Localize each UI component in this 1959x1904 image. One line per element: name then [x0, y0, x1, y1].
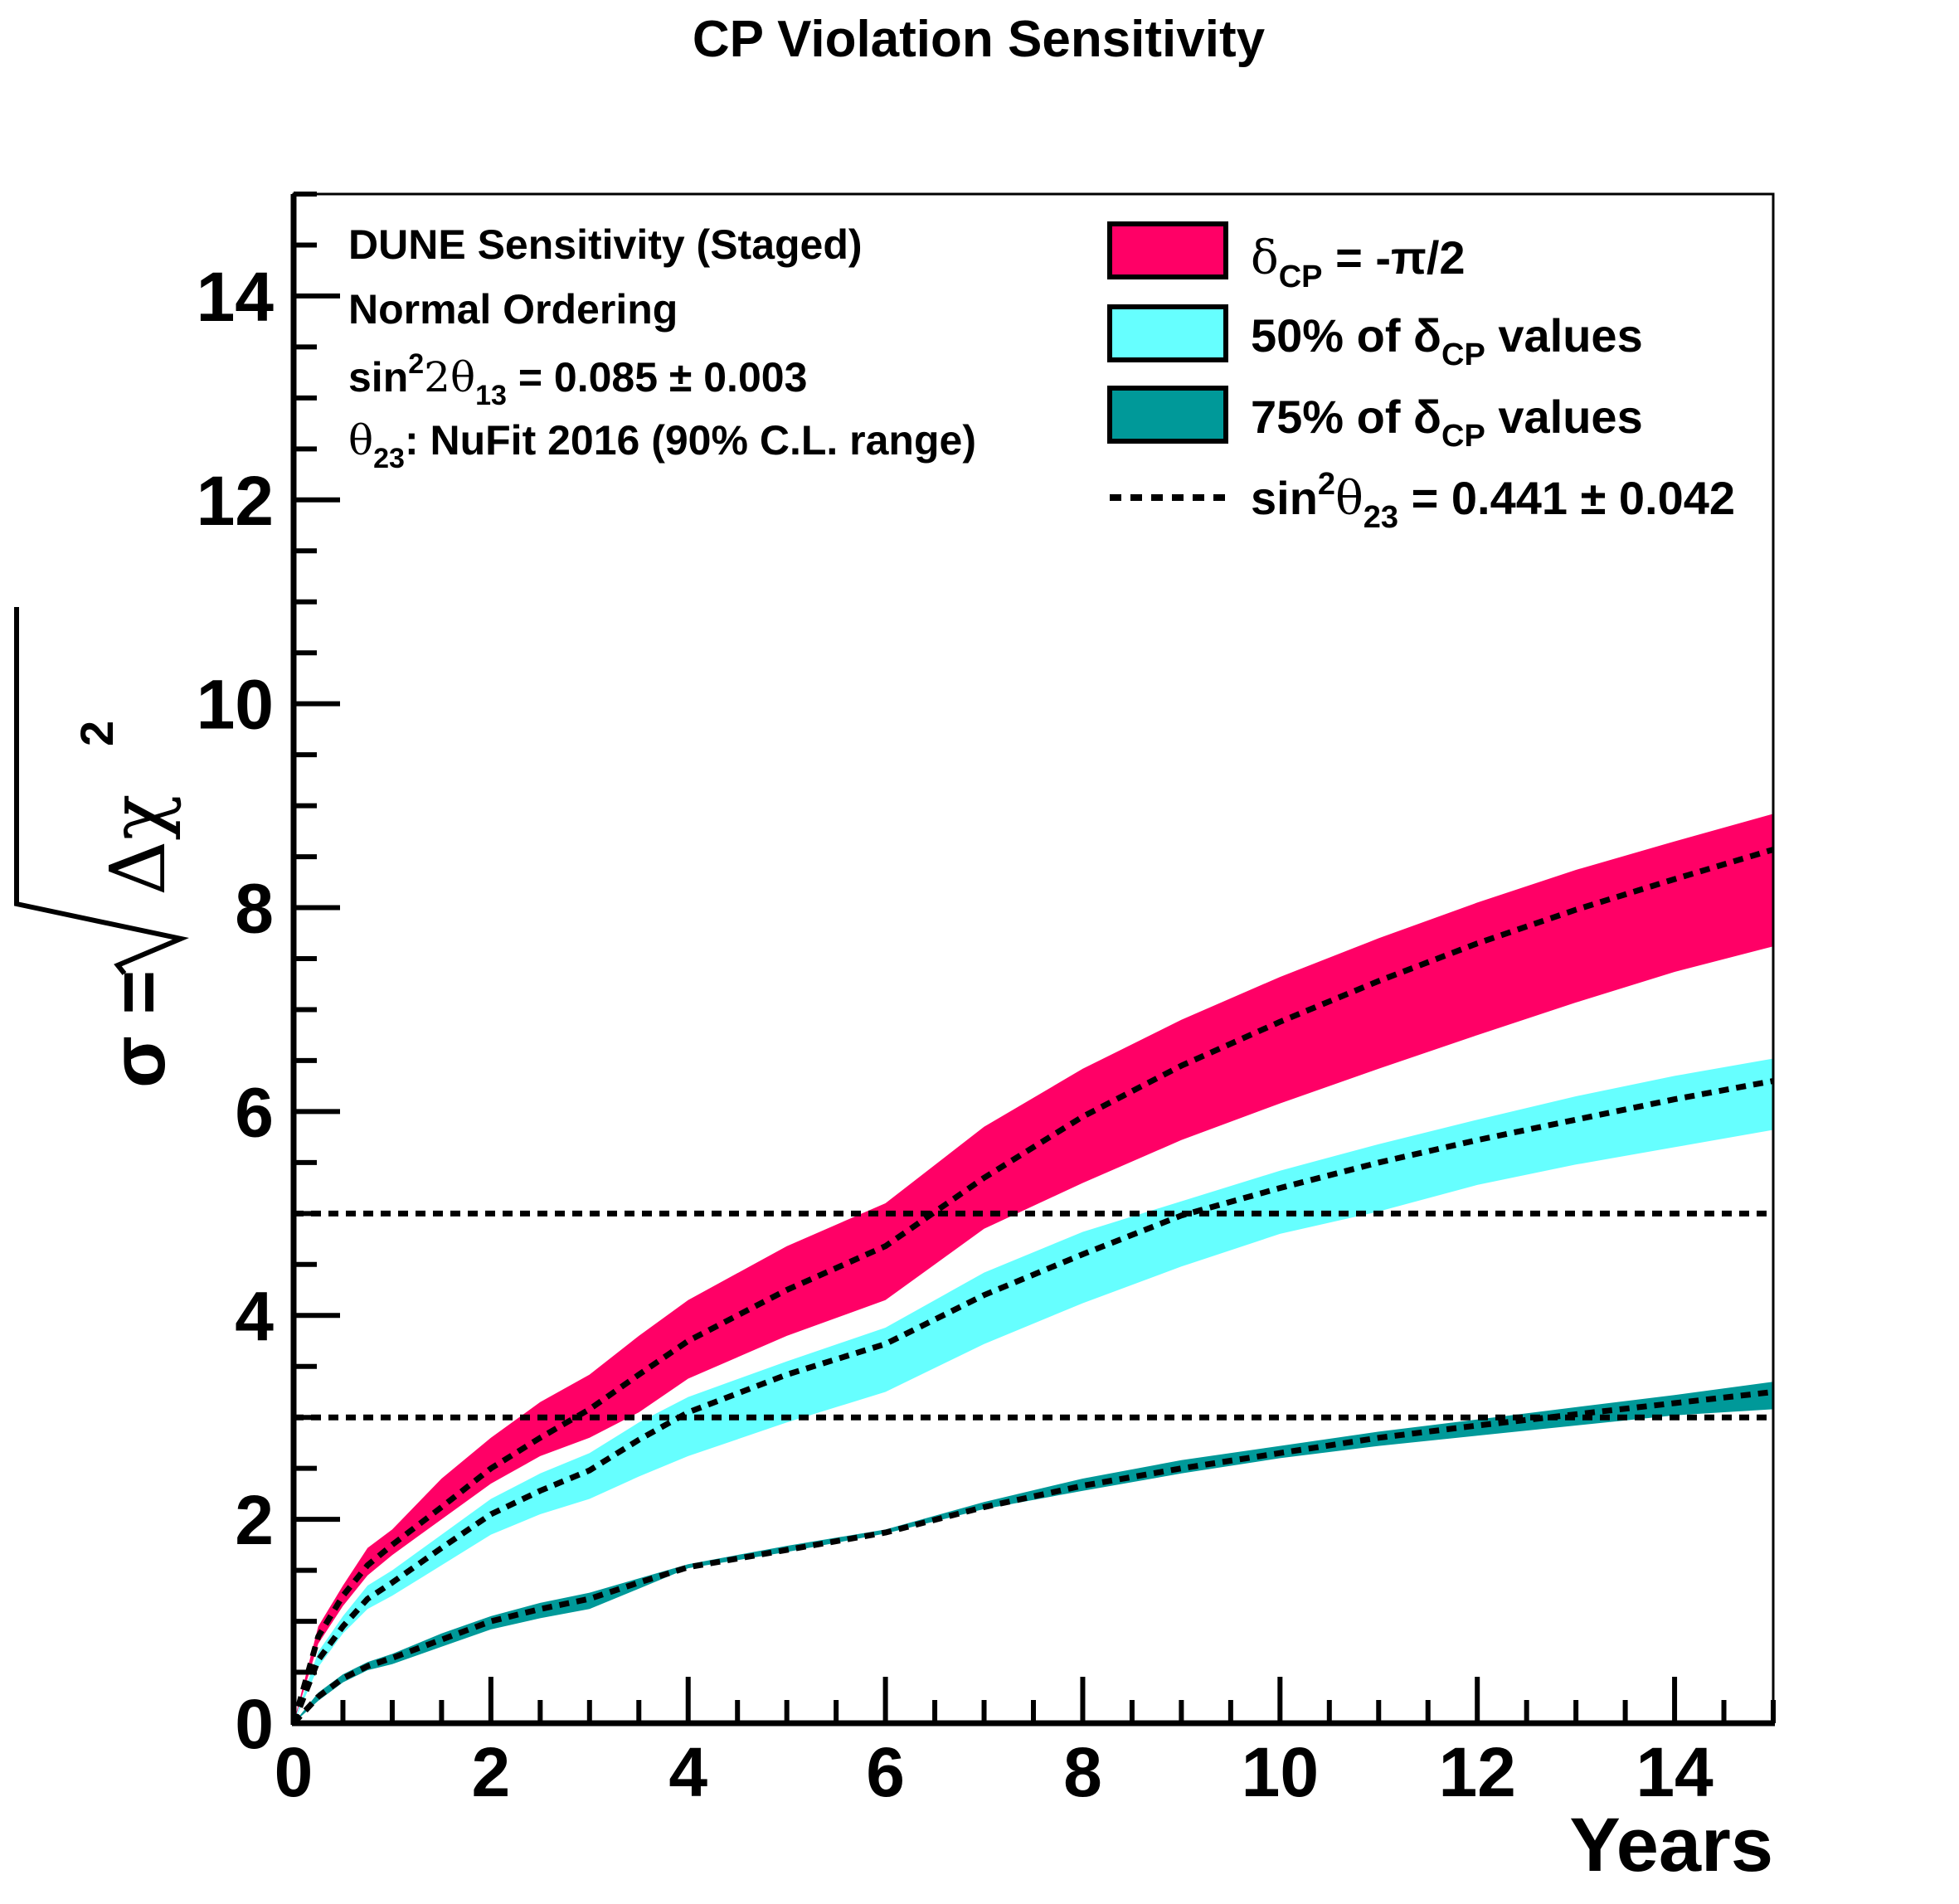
- x-tick-label: 4: [668, 1733, 707, 1811]
- y-tick-label: 0: [235, 1685, 274, 1763]
- y-tick-label: 8: [235, 870, 274, 948]
- bands-layer: [294, 814, 1773, 1723]
- info-block: DUNE Sensitivity (Staged) Normal Orderin…: [348, 221, 976, 474]
- x-tick-label: 0: [275, 1733, 314, 1811]
- y-tick-label: 2: [235, 1481, 274, 1559]
- x-tick-label: 14: [1636, 1733, 1714, 1811]
- x-tick-label: 10: [1242, 1733, 1319, 1811]
- x-tick-label: 8: [1063, 1733, 1102, 1811]
- legend-label-50-percent: 50% of δCP values: [1251, 309, 1643, 372]
- info-line-experiment: DUNE Sensitivity (Staged): [348, 221, 863, 268]
- band-50-percent-central-line: [294, 1078, 1773, 1723]
- band-50-percent: [294, 1058, 1773, 1723]
- legend-label-dcp-minus-pi-half: δCP = -π/2: [1251, 231, 1466, 294]
- y-tick-label: 4: [235, 1277, 274, 1355]
- legend-swatch-75-percent: [1107, 386, 1228, 444]
- legend-swatch-50-percent: [1107, 304, 1228, 362]
- y-tick-label: 10: [197, 666, 274, 744]
- central-lines-layer: [294, 847, 1773, 1723]
- y-axis-title-radicand: Δχ: [94, 794, 182, 896]
- x-tick-label: 6: [866, 1733, 905, 1811]
- ticks-layer: [291, 192, 1776, 1726]
- info-line-theta13: sin22θ13 = 0.085 ± 0.003: [348, 348, 807, 411]
- info-line-theta23: θ23: NuFit 2016 (90% C.L. range): [348, 416, 976, 474]
- y-axis-title-exponent: 2: [70, 721, 123, 746]
- band-dcp-minus-pi-half-central-line: [294, 847, 1773, 1723]
- band-dcp-minus-pi-half: [294, 814, 1773, 1723]
- legend-label-theta23: sin2θ23 = 0.441 ± 0.042: [1251, 467, 1735, 535]
- x-tick-label: 2: [472, 1733, 511, 1811]
- band-75-percent-central-line: [294, 1389, 1773, 1723]
- y-tick-label: 12: [197, 462, 274, 540]
- tick-labels-layer: 0 2 4 6 8 10 12 14 0 2 4 6 8 10 12 14: [197, 258, 1714, 1811]
- reference-lines-layer: [294, 1210, 1773, 1421]
- info-line-ordering: Normal Ordering: [348, 286, 678, 333]
- y-axis-title-prefix: σ =: [96, 970, 181, 1088]
- sqrt-sign: [14, 607, 189, 975]
- legend-label-75-percent: 75% of δCP values: [1251, 391, 1643, 454]
- x-tick-label: 12: [1438, 1733, 1515, 1811]
- y-tick-label: 6: [235, 1073, 274, 1151]
- chart-title: CP Violation Sensitivity: [693, 11, 1266, 68]
- y-axis-title: σ = Δχ 2: [14, 607, 189, 1088]
- y-tick-label: 14: [197, 258, 275, 336]
- legend: δCP = -π/2 50% of δCP values 75% of δCP …: [1107, 221, 1735, 535]
- legend-swatch-dcp-minus-pi-half: [1107, 221, 1228, 279]
- x-axis-title: Years: [1569, 1803, 1773, 1887]
